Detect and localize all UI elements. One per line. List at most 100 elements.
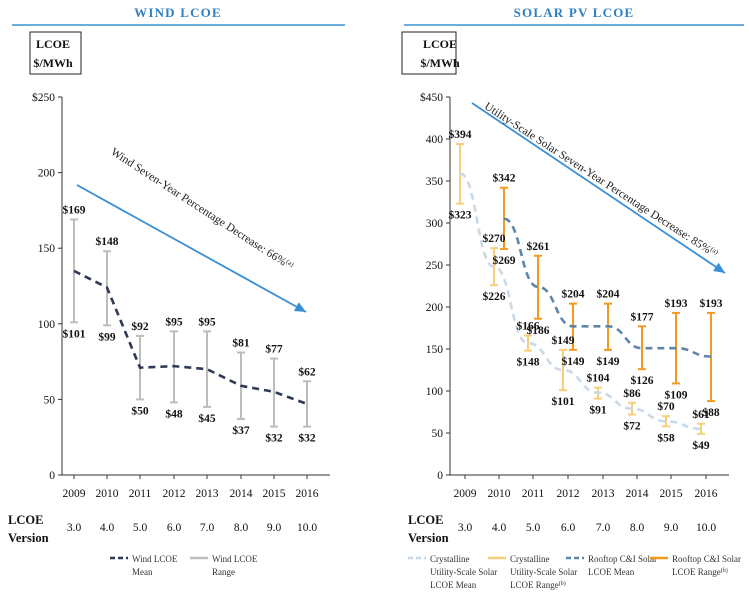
legend-line3-text: LCOE Range (510, 580, 559, 590)
legend-line2: Mean (132, 567, 153, 577)
legend-line2: Utility-Scale Solar (430, 567, 497, 577)
y-tick-label: $450 (420, 91, 443, 104)
legend-line3-text: LCOE Mean (430, 580, 477, 590)
x-tick-label: 2016 (296, 488, 319, 500)
range-high-label: $193 (665, 297, 688, 310)
x-tick-label: 2012 (163, 488, 186, 500)
legend-sup: (b) (721, 567, 728, 574)
solar-pv-lcoe-chart: SOLAR PV LCOE LCOE $/MWh 0 50 100 150 200 250 300… (401, 5, 744, 590)
range-low-label: $91 (589, 404, 607, 417)
version-label: 7.0 (596, 522, 611, 534)
legend-line2-text: Range (212, 567, 235, 577)
x-tick-label: 2009 (63, 488, 86, 500)
y-tick-label: 100 (38, 319, 56, 331)
range-low-label: $323 (449, 209, 472, 222)
range-low-label: $72 (623, 420, 641, 433)
legend-line2-text: Mean (132, 567, 153, 577)
legend-line2-text: LCOE Range (672, 567, 721, 577)
range-low-label: $48 (165, 407, 183, 420)
chart-title: WIND LCOE (134, 5, 222, 20)
range-low-label: $101 (552, 395, 575, 408)
x-tick-label: 2014 (230, 488, 253, 500)
version-label: 10.0 (696, 522, 716, 534)
series-mean-line (73, 269, 308, 406)
range-high-label: $342 (493, 172, 516, 185)
ylabel-line1: LCOE (36, 37, 70, 51)
range-high-label: $169 (63, 203, 86, 216)
legend-line3: LCOE Range(b) (510, 580, 566, 590)
version-row-label-2: Version (408, 531, 449, 545)
range-high-label: $62 (298, 365, 316, 378)
y-tick-label: 350 (426, 176, 444, 188)
ylabel-box (29, 31, 82, 75)
x-tick-label: 2009 (454, 488, 477, 500)
trend-annotation-text: Utility-Scale Solar Seven-Year Percentag… (482, 101, 713, 257)
range-high-label: $86 (623, 387, 641, 400)
trend-arrow-head (713, 262, 725, 273)
trend-annotation-text: Wind Seven-Year Percentage Decrease: 66% (108, 146, 288, 269)
range-low-label: $149 (562, 355, 585, 368)
range-low-label: $45 (198, 412, 216, 425)
trend-arrow (76, 184, 307, 313)
range-low-label: $32 (298, 432, 316, 445)
version-label: 8.0 (630, 522, 645, 534)
wind-lcoe-chart: WIND LCOE LCOE $/MWh 0 50 100 150 200 $250 2009 3.… (8, 5, 345, 577)
trend-annotation: Utility-Scale Solar Seven-Year Percentag… (482, 100, 720, 261)
legend-line2: LCOE Range(b) (672, 567, 728, 577)
series-mean-line (459, 172, 702, 431)
series-mean-line (503, 217, 712, 358)
range-high-label: $149 (552, 334, 575, 347)
range-high-label: $177 (631, 310, 654, 323)
range-high-label: $77 (265, 343, 283, 356)
y-tick-label: 300 (426, 218, 444, 230)
x-tick-label: 2010 (96, 488, 119, 500)
x-tick-label: 2013 (592, 488, 615, 500)
range-low-label: $99 (98, 330, 116, 343)
range-high-label: $394 (449, 128, 472, 141)
y-tick-label: 150 (426, 344, 444, 356)
y-tick-label: 50 (44, 394, 56, 406)
range-high-label: $204 (562, 288, 585, 301)
x-tick-label: 2014 (626, 488, 649, 500)
x-tick-label: 2013 (196, 488, 219, 500)
range-high-label: $204 (597, 288, 620, 301)
range-high-label: $270 (483, 232, 506, 245)
range-low-label: $269 (493, 254, 516, 267)
range-high-label: $92 (131, 320, 149, 333)
range-high-label: $81 (232, 337, 250, 350)
version-row-label-2: Version (8, 531, 49, 545)
y-tick-label: $250 (32, 91, 55, 104)
trend-annotation-sup: (a) (709, 245, 720, 256)
chart-title: SOLAR PV LCOE (514, 5, 635, 20)
range-high-label: $104 (587, 372, 610, 385)
version-row-label-1: LCOE (408, 513, 443, 527)
range-high-label: $193 (700, 297, 723, 310)
range-low-label: $109 (665, 388, 688, 401)
legend-line2-text: Utility-Scale Solar (430, 567, 497, 577)
y-tick-label: 150 (38, 243, 56, 255)
y-tick-label: 0 (49, 470, 55, 482)
range-low-label: $50 (131, 404, 149, 417)
range-low-label: $32 (265, 432, 283, 445)
range-low-label: $37 (232, 424, 250, 437)
version-label: 4.0 (100, 522, 115, 534)
y-tick-label: 400 (426, 134, 444, 146)
ylabel-line2: $/MWh (420, 56, 460, 70)
trend-arrow (471, 102, 726, 274)
legend-line2-text: Utility-Scale Solar (510, 567, 577, 577)
version-label: 7.0 (200, 522, 215, 534)
y-tick-label: 200 (426, 302, 444, 314)
legend-line2-text: LCOE Mean (588, 567, 635, 577)
ylabel-box (401, 31, 457, 75)
legend-line3: LCOE Mean (430, 580, 477, 590)
version-label: 3.0 (458, 522, 473, 534)
x-tick-label: 2011 (522, 488, 545, 500)
range-high-label: $261 (527, 240, 550, 253)
version-label: 5.0 (133, 522, 148, 534)
legend-line1: Crystalline (430, 554, 470, 564)
x-tick-label: 2016 (695, 488, 718, 500)
range-high-label: $61 (692, 408, 710, 421)
version-label: 10.0 (297, 522, 317, 534)
range-high-label: $95 (198, 315, 216, 328)
